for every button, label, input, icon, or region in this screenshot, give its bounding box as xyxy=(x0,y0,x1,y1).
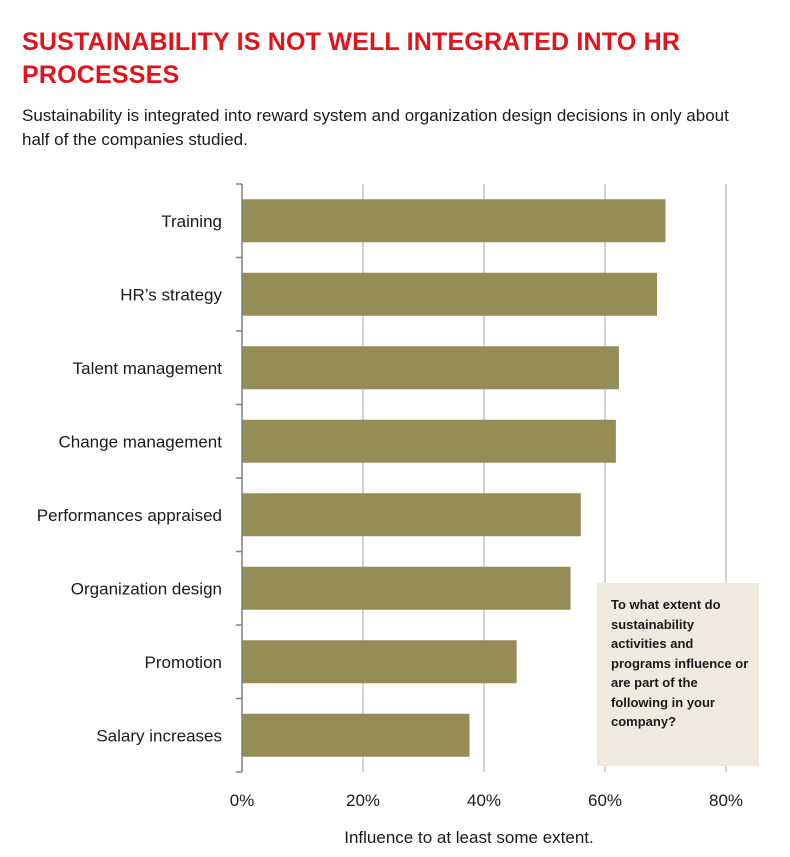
category-label: Talent management xyxy=(73,359,223,378)
bar-8 xyxy=(242,713,470,757)
bar-2 xyxy=(242,272,658,316)
bar-6 xyxy=(242,566,571,610)
x-tick-label: 80% xyxy=(709,791,743,810)
category-label: Salary increases xyxy=(96,726,222,745)
bar-1 xyxy=(242,199,666,243)
x-tick-labels: 0% 20% 40% 60% 80% xyxy=(230,791,743,810)
x-tick-label: 40% xyxy=(467,791,501,810)
bar-7 xyxy=(242,640,517,684)
category-label: Change management xyxy=(58,432,222,451)
chart-title: SUSTAINABILITY IS NOT WELL INTEGRATED IN… xyxy=(22,28,681,89)
category-label: Performances appraised xyxy=(37,506,222,525)
x-tick-label: 0% xyxy=(230,791,255,810)
category-label: Organization design xyxy=(71,579,222,598)
x-tick-label: 60% xyxy=(588,791,622,810)
category-label: Training xyxy=(161,212,222,231)
x-tick-label: 20% xyxy=(346,791,380,810)
chart-subtitle: Sustainability is integrated into reward… xyxy=(22,106,729,149)
bar-4 xyxy=(242,419,616,463)
bar-5 xyxy=(242,493,581,537)
x-axis-title: Influence to at least some extent. xyxy=(344,828,593,847)
category-labels: Training HR’s strategy Talent management Ch… xyxy=(37,212,223,746)
survey-question-text: To what extent do sustainability activit… xyxy=(611,597,749,729)
survey-question-box: To what extent do sustainability activit… xyxy=(597,583,759,766)
bars xyxy=(242,199,666,757)
category-label: HR’s strategy xyxy=(120,285,222,304)
category-label: Promotion xyxy=(145,653,222,672)
y-axis xyxy=(236,183,243,773)
bar-3 xyxy=(242,346,619,390)
